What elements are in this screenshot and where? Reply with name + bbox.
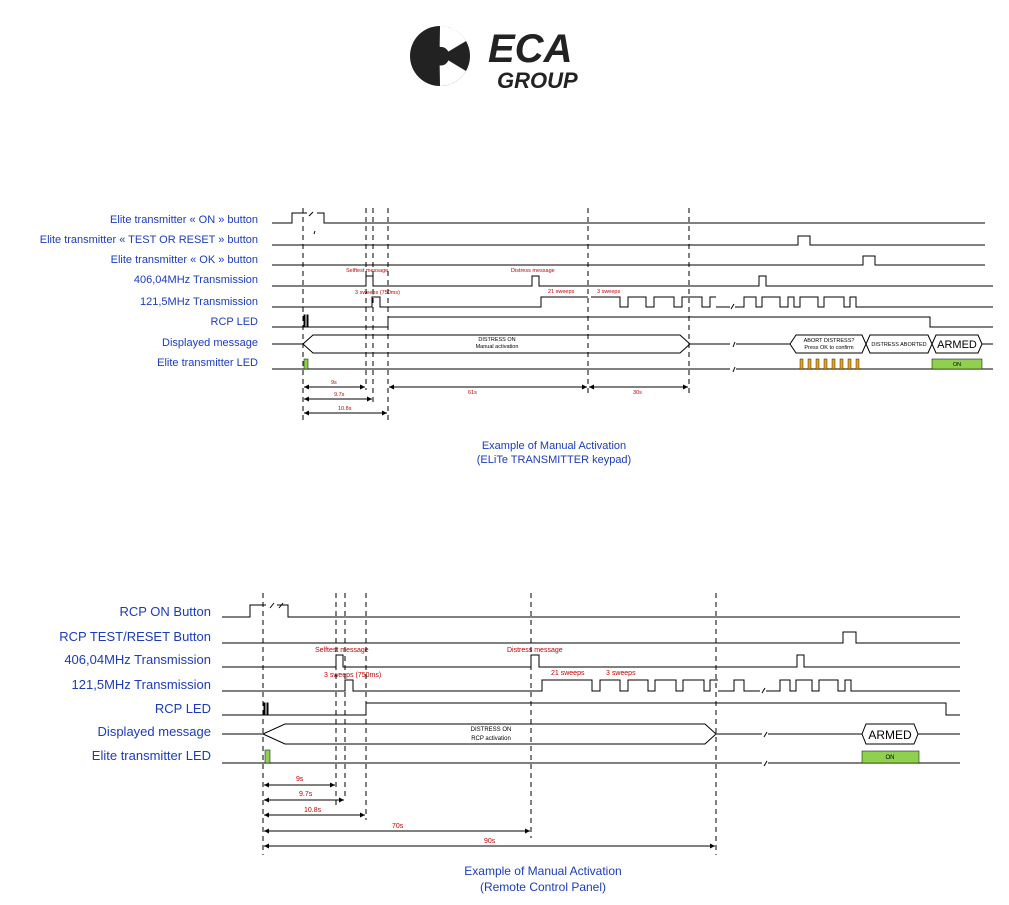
signal-label: 121,5MHz Transmission — [140, 296, 258, 308]
wave-rcp-led — [222, 702, 960, 716]
message-distress-line1: DISTRESS ON — [471, 727, 512, 733]
logo-line1: ECA — [488, 27, 572, 71]
wave-break — [308, 211, 316, 235]
wave-ok-button — [272, 255, 985, 266]
wave-on-button — [272, 212, 985, 224]
timing-label: 9s — [296, 776, 304, 783]
wave-406 — [272, 275, 993, 287]
message-armed: ARMED — [937, 339, 977, 351]
signal-label: RCP LED — [155, 701, 211, 716]
led-on-label: ON — [886, 755, 895, 761]
note-selftest: Selftest message — [315, 647, 369, 654]
timing-label: 10.8s — [304, 807, 322, 814]
note-sweeps-3: 3 sweeps — [606, 670, 636, 677]
caption-line2: (ELiTe TRANSMITTER keypad) — [477, 454, 631, 466]
signal-label: Elite transmitter « TEST OR RESET » butt… — [40, 234, 258, 246]
timing-arrows — [264, 782, 715, 849]
led-green-pulse — [303, 358, 309, 370]
note-distress: Distress message — [507, 647, 563, 654]
signal-label: Elite transmitter LED — [157, 357, 258, 369]
signal-label: Displayed message — [162, 337, 258, 349]
timing-arrows — [304, 384, 688, 416]
note-selftest: Selftest message — [346, 268, 388, 274]
wave-test-button — [272, 235, 985, 246]
caption-line2: (Remote Control Panel) — [480, 880, 606, 894]
signal-label: 406,04MHz Transmission — [134, 274, 258, 286]
signal-label: RCP LED — [211, 316, 259, 328]
wave-rcp-test — [222, 631, 960, 644]
signal-label: 406,04MHz Transmission — [64, 652, 211, 667]
wave-displayed-message — [222, 723, 960, 745]
timing-label: 9s — [331, 380, 337, 386]
led-green-pulse — [264, 749, 271, 764]
led-on-bar — [861, 750, 920, 764]
timing-label: 10.8s — [338, 406, 352, 412]
diagram-elite-keypad: Elite transmitter « ON » button Elite tr… — [40, 208, 993, 466]
note-sweeps-21: 21 sweeps — [548, 289, 575, 295]
message-abort-line2: Press OK to confirm — [804, 345, 854, 351]
timing-label: 9.7s — [334, 392, 345, 398]
message-distress-line2: Manual activation — [476, 344, 519, 350]
led-on-label: ON — [953, 362, 961, 368]
wave-rcp-led — [272, 314, 993, 328]
timing-label: 90s — [484, 838, 496, 845]
logo-mark-icon — [410, 25, 470, 87]
time-markers — [302, 208, 690, 420]
message-armed: ARMED — [868, 728, 912, 742]
led-on-bar — [931, 358, 983, 370]
timing-label: 9.7s — [299, 791, 313, 798]
wave-displayed-message — [272, 334, 993, 354]
time-markers — [262, 593, 717, 855]
message-abort-line1: ABORT DISTRESS? — [804, 338, 855, 344]
note-sweeps-3: 3 sweeps — [597, 289, 620, 295]
wave-121-break — [730, 303, 735, 310]
note-distress: Distress message — [511, 268, 555, 274]
caption-line1: Example of Manual Activation — [482, 440, 626, 452]
eca-logo: ECA GROUP — [410, 25, 578, 93]
signal-label: RCP TEST/RESET Button — [59, 629, 211, 644]
message-distress-line2: RCP activation — [471, 736, 511, 742]
message-distress-line1: DISTRESS ON — [478, 337, 515, 343]
timing-label: 70s — [392, 823, 404, 830]
signal-label: RCP ON Button — [119, 604, 211, 619]
signal-label: Elite transmitter « ON » button — [110, 214, 258, 226]
signal-label: Elite transmitter LED — [92, 748, 211, 763]
wave-121 — [272, 296, 993, 308]
timing-label: 61s — [468, 390, 477, 396]
logo-line2: GROUP — [497, 68, 578, 93]
caption-line1: Example of Manual Activation — [464, 864, 621, 878]
wave-121 — [222, 679, 960, 692]
note-sweeps-750: 3 sweeps (750ms) — [355, 290, 400, 296]
note-sweeps-21: 21 sweeps — [551, 670, 585, 677]
wave-rcp-on — [222, 604, 960, 618]
signal-label: 121,5MHz Transmission — [72, 677, 211, 692]
signal-label: Elite transmitter « OK » button — [111, 254, 258, 266]
diagram-remote-panel: RCP ON Button RCP TEST/RESET Button 406,… — [59, 593, 960, 894]
message-aborted: DISTRESS ABORTED — [871, 342, 926, 348]
signal-label: Displayed message — [98, 724, 211, 739]
wave-406 — [222, 654, 960, 668]
led-orange-pulses — [799, 358, 860, 370]
timing-label: 30s — [633, 390, 642, 396]
note-sweeps-750: 3 sweeps (750ms) — [324, 672, 381, 679]
